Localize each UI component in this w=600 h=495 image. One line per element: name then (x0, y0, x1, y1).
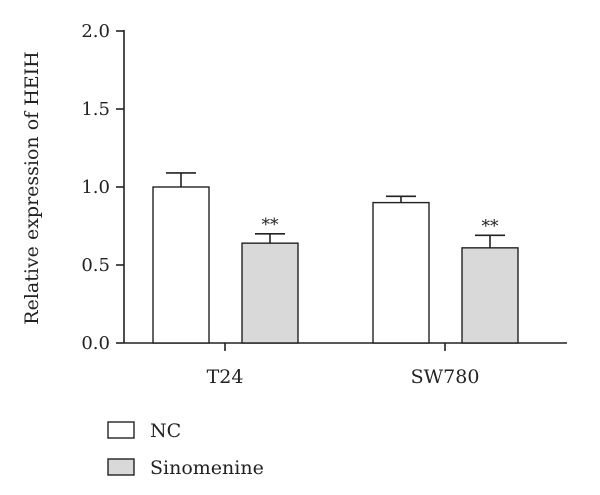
plot-area: 0.0 0.5 1.0 1.5 2.0 T24 SW780 ** ** (81, 21, 567, 388)
y-tick-label: 0.5 (81, 255, 110, 276)
bar-nc-t24 (152, 186, 210, 344)
x-tick-label: SW780 (411, 366, 480, 388)
significance-marker: ** (482, 216, 500, 236)
bar-sinomenine-sw780 (461, 247, 519, 344)
y-tick-label: 1.5 (81, 99, 110, 120)
y-tick-label: 0.0 (81, 333, 110, 354)
legend-label-nc: NC (150, 420, 181, 442)
legend-swatch-sinomenine (107, 458, 135, 476)
y-tick-label: 1.0 (81, 177, 110, 198)
legend-swatch-nc (107, 421, 135, 439)
y-tick-label: 2.0 (81, 21, 110, 42)
bar-nc-sw780 (372, 201, 430, 344)
bar-sinomenine-t24 (241, 242, 299, 344)
x-tick-label: T24 (207, 366, 244, 388)
y-axis-label: Relative expression of HEIH (21, 51, 43, 324)
legend-label-sinomenine: Sinomenine (150, 457, 264, 479)
significance-marker: ** (262, 215, 280, 235)
legend: NC Sinomenine (107, 420, 264, 479)
